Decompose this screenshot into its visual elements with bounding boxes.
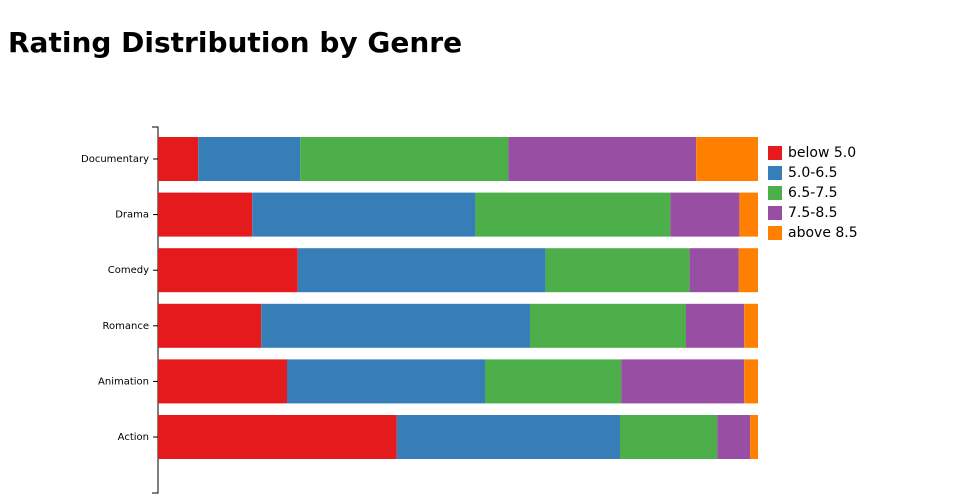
bar-segment [738, 248, 758, 293]
bar-segment [297, 248, 546, 293]
chart-title: Rating Distribution by Genre [8, 26, 462, 59]
bar-segment [252, 192, 476, 237]
legend-swatch [768, 186, 782, 200]
bar-segment [198, 137, 301, 181]
bar-segment [396, 415, 620, 459]
legend-label: above 8.5 [788, 225, 858, 241]
bar-segment [300, 137, 509, 181]
bar-segment [261, 303, 530, 348]
legend-swatch [768, 146, 782, 160]
bar-segment [158, 248, 298, 293]
bar-segment [530, 303, 686, 348]
legend-label: 6.5-7.5 [788, 185, 838, 201]
y-tick-label: Romance [103, 321, 149, 332]
bar-segment [158, 137, 199, 181]
bar-segment [750, 415, 758, 459]
bar-segment [287, 359, 485, 404]
bar-segment [158, 359, 287, 404]
bar-segment [158, 303, 262, 348]
y-tick-label: Action [118, 432, 149, 443]
bar-segment [686, 303, 745, 348]
bar-segment [508, 137, 697, 181]
y-tick-label: Comedy [108, 265, 149, 276]
legend-label: 7.5-8.5 [788, 205, 838, 221]
bar-segment [744, 359, 758, 404]
bar-segment [670, 192, 740, 237]
y-axis [152, 126, 159, 494]
y-tick-label: Drama [115, 210, 149, 221]
legend-swatch [768, 166, 782, 180]
bar-segment [620, 415, 718, 459]
bar-segment [744, 303, 758, 348]
bar-segment [158, 415, 397, 459]
bar-segment [545, 248, 690, 293]
bar-segment [717, 415, 751, 459]
bar-segment [696, 137, 758, 181]
bar-segment [739, 192, 758, 237]
bar-segment [485, 359, 622, 404]
legend-label: 5.0-6.5 [788, 165, 838, 181]
y-tick-label: Documentary [81, 154, 149, 165]
legend-swatch [768, 226, 782, 240]
bar-segment [475, 192, 671, 237]
bar-segment [689, 248, 739, 293]
bar-segment [621, 359, 745, 404]
legend-swatch [768, 206, 782, 220]
bar-segment [158, 192, 253, 237]
y-tick-label: Animation [98, 376, 149, 387]
legend-label: below 5.0 [788, 145, 856, 161]
